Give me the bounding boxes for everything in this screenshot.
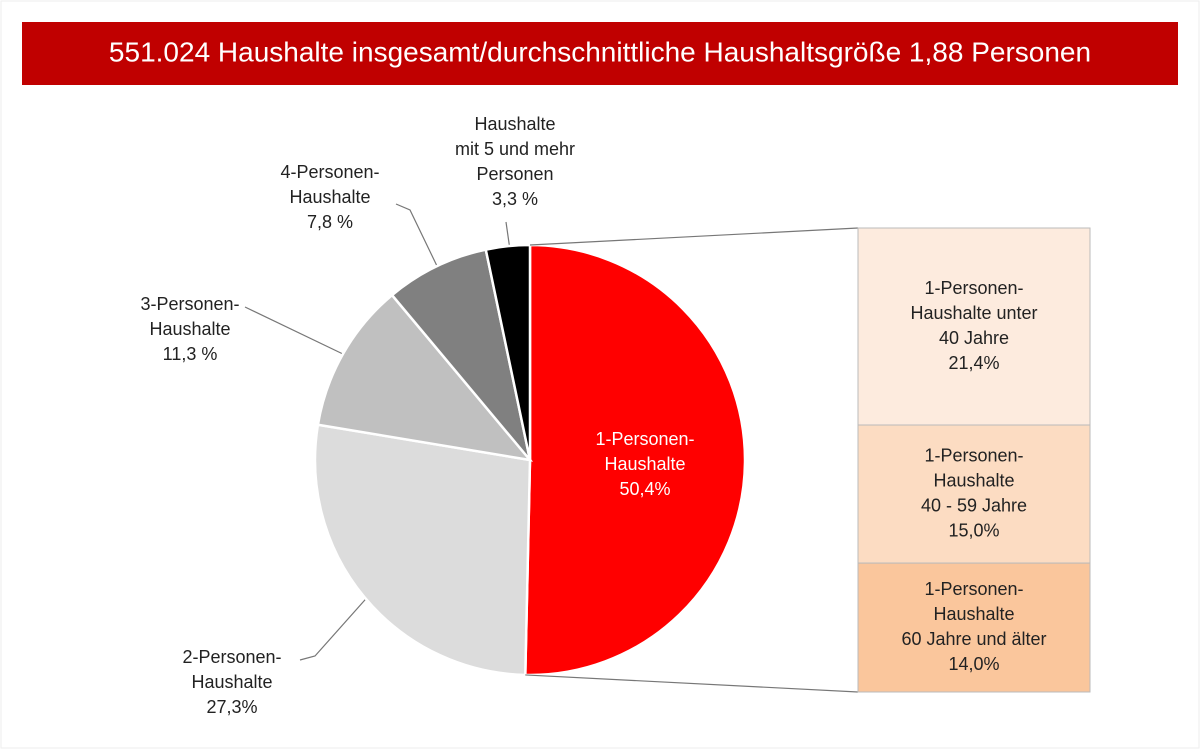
bar-segment	[857, 227, 1091, 426]
value-label: 3,3 %	[492, 189, 538, 209]
connector	[529, 227, 859, 246]
value-label: 15,0%	[948, 520, 999, 540]
value-label: 27,3%	[206, 697, 257, 717]
leader-line	[244, 306, 346, 356]
category-label: Haushalte	[474, 114, 555, 134]
value-label: 21,4%	[948, 353, 999, 373]
value-label: 14,0%	[948, 654, 999, 674]
chart-title: 551.024 Haushalte insgesamt/durchschnitt…	[109, 36, 1091, 67]
category-label: Haushalte	[933, 470, 1014, 490]
category-label: Haushalte	[149, 319, 230, 339]
category-label: 1-Personen-	[595, 429, 694, 449]
title-bar	[22, 22, 1178, 85]
category-label: 60 Jahre und älter	[901, 629, 1046, 649]
bar-segment	[857, 562, 1091, 693]
value-label: 50,4%	[619, 479, 670, 499]
category-label: Personen	[476, 164, 553, 184]
value-label: 11,3 %	[163, 344, 218, 364]
category-label: Haushalte	[191, 672, 272, 692]
category-label: 40 Jahre	[939, 328, 1009, 348]
connector	[525, 674, 859, 693]
leader-line	[299, 591, 373, 661]
pie-slice	[316, 293, 534, 462]
category-label: 1-Personen-	[924, 579, 1023, 599]
category-label: 2-Personen-	[182, 647, 281, 667]
category-label: Haushalte	[289, 187, 370, 207]
pie-slice	[390, 248, 532, 461]
category-label: 1-Personen-	[924, 445, 1023, 465]
category-label: Haushalte unter	[910, 303, 1037, 323]
value-label: 7,8 %	[307, 212, 353, 232]
category-label: 4-Personen-	[280, 162, 379, 182]
pie-slice	[313, 423, 532, 677]
category-label: mit 5 und mehr	[455, 139, 575, 159]
pie-slice	[523, 243, 747, 677]
category-label: 3-Personen-	[140, 294, 239, 314]
leader-line	[395, 203, 438, 267]
category-label: 40 - 59 Jahre	[921, 495, 1027, 515]
category-label: Haushalte	[604, 454, 685, 474]
category-label: Haushalte	[933, 604, 1014, 624]
category-label: 1-Personen-	[924, 278, 1023, 298]
bar-segment	[857, 424, 1091, 564]
pie-slice	[484, 243, 532, 461]
